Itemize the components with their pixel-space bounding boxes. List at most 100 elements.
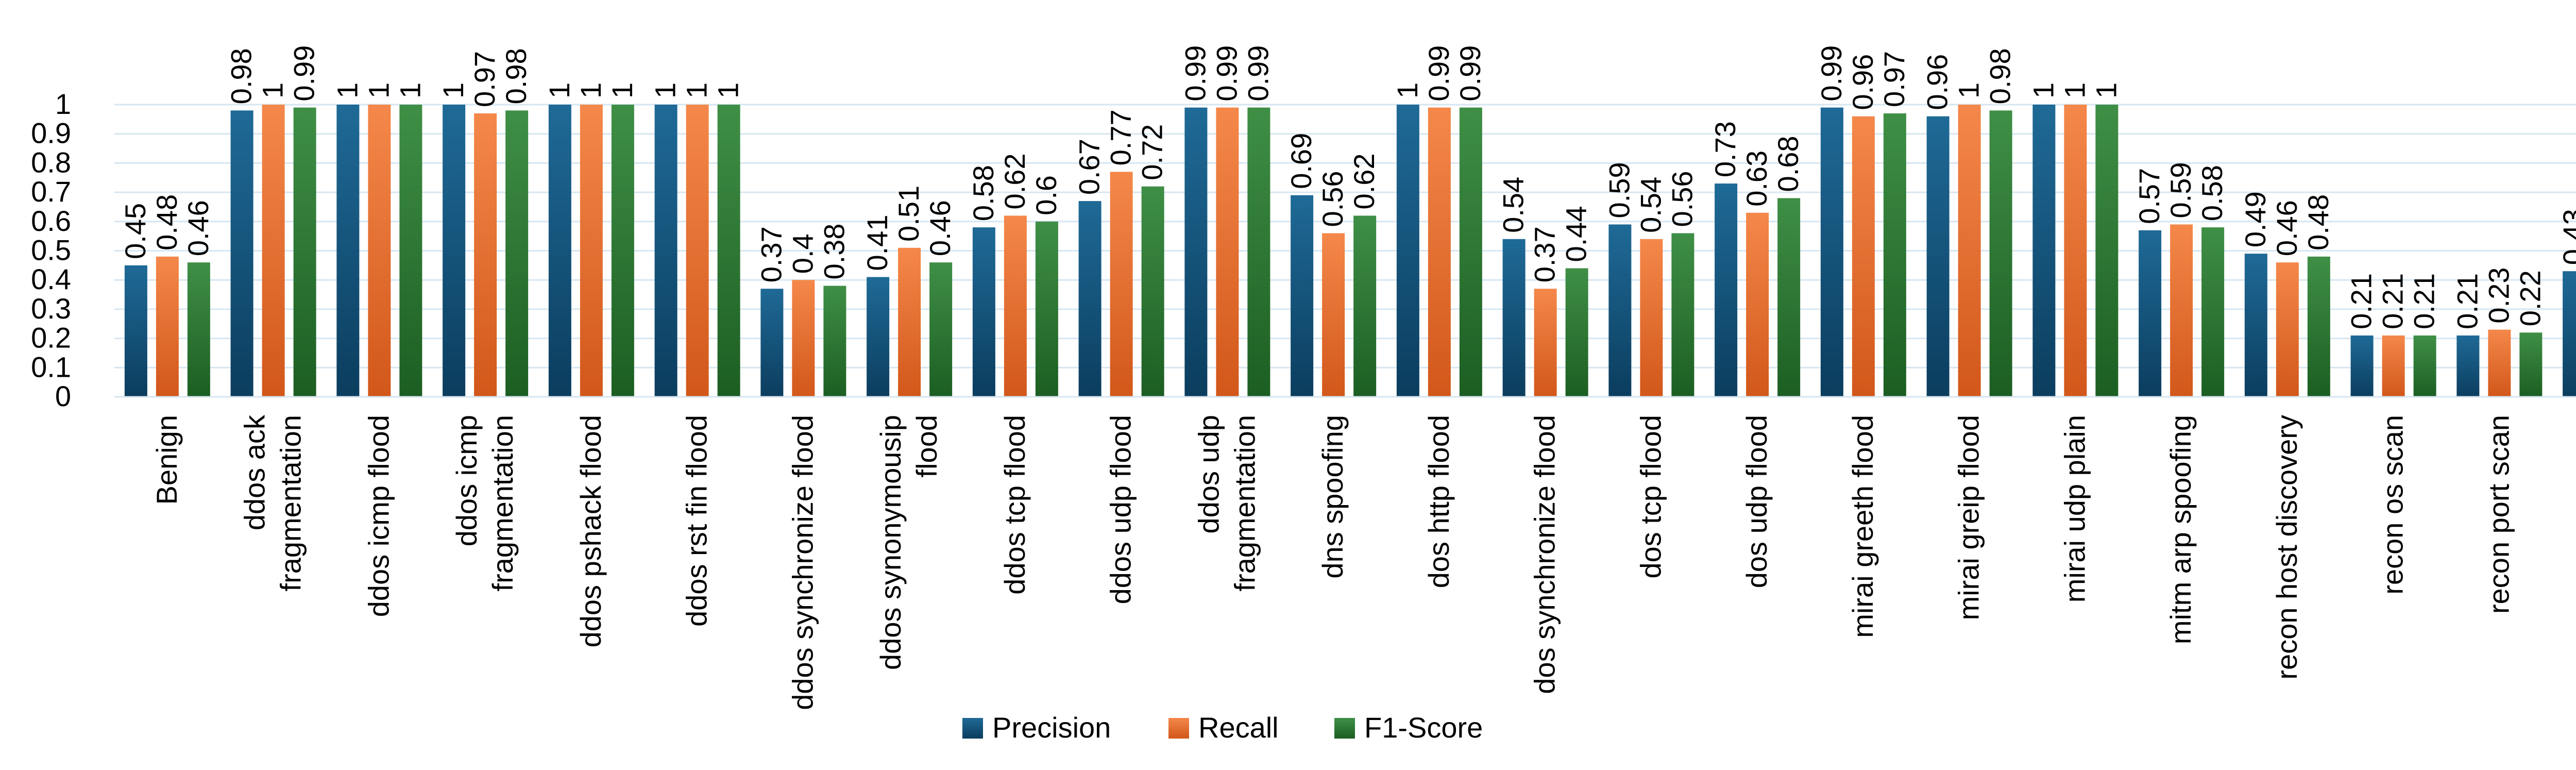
data-label: 1 <box>257 82 289 98</box>
bar-f1-score <box>2201 227 2225 397</box>
bar-precision <box>1820 107 1843 397</box>
data-label: 1 <box>331 82 363 98</box>
y-tick-label: 0 <box>55 380 71 412</box>
x-tick-label: mirai udp plain <box>2058 415 2091 602</box>
bar-recall <box>2064 105 2087 397</box>
bar-recall <box>1534 289 1557 397</box>
bar-recall <box>1110 172 1133 397</box>
bar-f1-score <box>1459 107 1482 397</box>
x-tick-label: ddos icmp flood <box>362 415 395 617</box>
bar-f1-score <box>1671 233 1694 397</box>
data-label: 0.97 <box>468 51 501 107</box>
x-tick-label: dns spoofing <box>1316 415 1349 579</box>
data-label: 0.98 <box>500 48 532 104</box>
gridlines <box>114 104 2576 398</box>
data-label: 0.56 <box>1666 171 1698 227</box>
y-tick-label: 0.8 <box>31 146 71 178</box>
data-label: 0.37 <box>755 226 787 282</box>
y-tick-label: 1 <box>55 88 71 120</box>
bar-precision <box>443 105 466 397</box>
x-tick-label: ddos synonymousip <box>874 415 907 670</box>
bar-recall <box>2488 329 2511 397</box>
bar-recall <box>1852 116 1875 397</box>
data-label: 1 <box>574 82 607 98</box>
data-label: 0.21 <box>2451 273 2483 329</box>
x-tick-label: fragmentation <box>1228 415 1261 591</box>
bar-f1-score <box>2307 256 2330 397</box>
legend-label: Precision <box>992 711 1111 744</box>
bar-f1-score <box>399 105 422 397</box>
data-label: 1 <box>2027 82 2059 98</box>
data-label: 0.37 <box>1529 226 1561 282</box>
data-label: 0.99 <box>1454 45 1486 102</box>
bars <box>124 105 2576 397</box>
data-label: 0.41 <box>861 215 893 271</box>
data-label: 0.48 <box>150 194 183 250</box>
x-tick-label: recon host discovery <box>2270 415 2303 680</box>
x-tick-label: ddos synchronize flood <box>786 415 819 710</box>
bar-f1-score <box>1141 186 1164 397</box>
x-tick-label: fragmentation <box>275 415 307 591</box>
data-label: 0.57 <box>2133 168 2165 224</box>
bar-precision <box>2139 230 2162 397</box>
y-tick-label: 0.1 <box>31 350 71 383</box>
data-label: 1 <box>712 82 744 98</box>
data-label: 0.4 <box>786 233 819 274</box>
bar-recall <box>2382 335 2405 397</box>
bar-precision <box>1502 239 1526 397</box>
bar-precision <box>972 227 995 397</box>
data-label: 0.54 <box>1634 177 1667 233</box>
x-tick-label: dos udp flood <box>1740 415 1773 588</box>
x-tick-label: ddos udp flood <box>1105 415 1137 604</box>
data-label: 0.67 <box>1073 139 1106 195</box>
data-label: 0.22 <box>2514 270 2546 326</box>
data-label: 0.62 <box>1348 153 1380 209</box>
x-tick-labels: Benign ddos ack fragmentation ddos icmp flo… <box>150 414 2515 710</box>
bar-f1-score <box>717 105 740 397</box>
y-tick-label: 0.5 <box>31 234 71 266</box>
legend-item-precision: Precision <box>962 711 1111 744</box>
data-label: 0.97 <box>1878 51 1910 107</box>
legend-swatch <box>1168 718 1189 739</box>
bar-recall <box>898 247 921 397</box>
bar-f1-score <box>2413 335 2436 397</box>
x-tick-label: mirai greeth flood <box>1846 415 1879 638</box>
data-label: 0.96 <box>1921 54 1954 110</box>
data-label: 0.99 <box>288 45 320 102</box>
x-tick-label: dos synchronize flood <box>1529 415 1561 694</box>
bar-recall <box>686 105 709 397</box>
bar-precision <box>336 105 360 397</box>
bar-recall <box>580 105 603 397</box>
bar-f1-score <box>505 110 529 397</box>
bar-f1-score <box>1035 221 1058 397</box>
y-tick-label: 0.7 <box>31 175 71 208</box>
data-label: 0.51 <box>892 186 925 242</box>
data-label: 0.99 <box>1210 45 1243 102</box>
bar-f1-score <box>929 262 953 397</box>
data-label: 0.68 <box>1772 136 1804 192</box>
axes: 00.10.20.30.40.50.60.70.80.91 <box>31 88 2576 412</box>
data-label: 1 <box>394 82 426 98</box>
bar-precision <box>654 105 677 397</box>
data-label: 1 <box>2058 82 2091 98</box>
x-tick-label: mirai greip flood <box>1953 415 1985 620</box>
bar-recall <box>474 113 497 397</box>
y-tick-label: 0.2 <box>31 322 71 354</box>
data-label: 0.45 <box>119 203 151 259</box>
data-label: 0.56 <box>1316 171 1349 227</box>
data-label: 0.69 <box>1285 133 1317 189</box>
bar-f1-score <box>2519 332 2543 397</box>
bar-recall <box>1004 215 1027 397</box>
legend-swatch <box>962 718 983 739</box>
bar-precision <box>1078 201 1101 397</box>
data-label: 1 <box>1391 82 1423 98</box>
data-label: 0.46 <box>2270 200 2303 256</box>
x-tick-label: fragmentation <box>486 415 519 591</box>
data-label: 0.99 <box>1815 45 1848 102</box>
data-label: 0.21 <box>2408 273 2441 329</box>
x-tick-label: ddos rst fin flood <box>681 415 713 627</box>
data-label: 0.62 <box>998 153 1031 209</box>
data-label: 0.63 <box>1740 150 1773 207</box>
